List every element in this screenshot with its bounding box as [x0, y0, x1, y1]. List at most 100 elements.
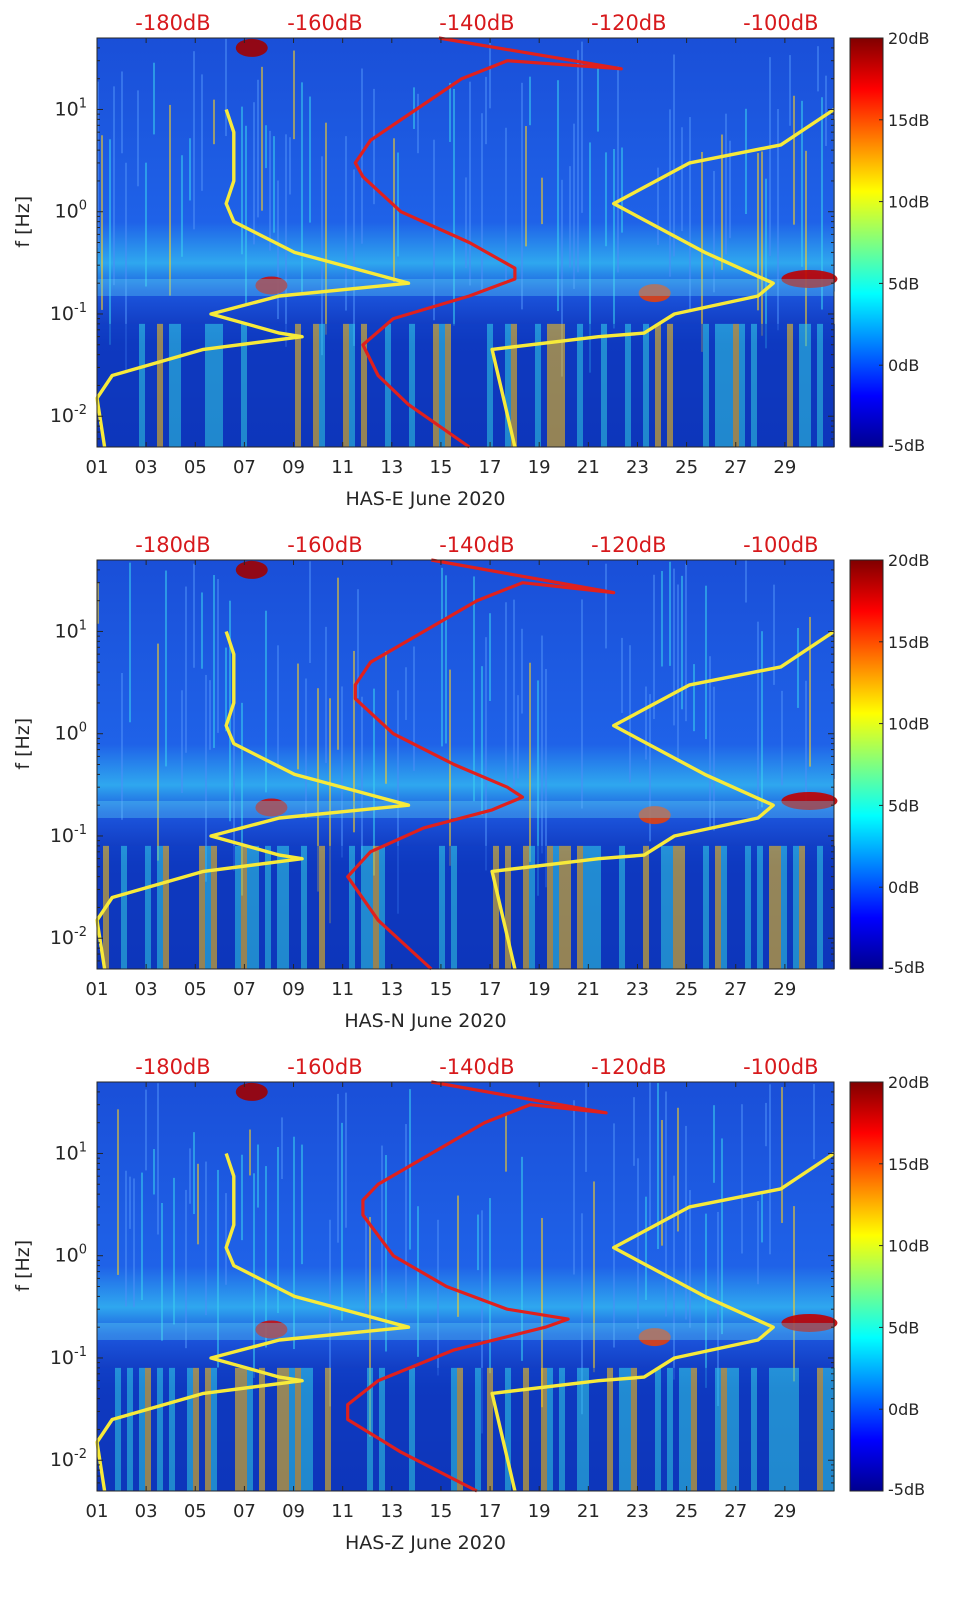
- spectrogram-hotspot: [235, 38, 268, 57]
- spectrogram-streak: [193, 51, 195, 230]
- spectrogram-lowband-cell: [325, 323, 331, 447]
- spectrogram-streak: [677, 1107, 679, 1232]
- spectrogram-lowband-cell: [427, 845, 433, 969]
- spectrogram-lowband-cell: [571, 1367, 577, 1491]
- spectrogram-streak: [385, 1155, 387, 1352]
- colorbar-tick-label: 15dB: [888, 1155, 930, 1174]
- spectrogram-lowband-cell: [637, 1367, 643, 1491]
- spectrogram-streak: [689, 1190, 691, 1328]
- spectrogram-lowband: [97, 1367, 835, 1491]
- spectrogram-lowband-cell: [319, 323, 325, 447]
- spectrogram-streak: [805, 680, 807, 802]
- spectrogram-streak: [361, 696, 363, 862]
- spectrogram-streak: [657, 1083, 659, 1250]
- spectrogram-lowband-cell: [175, 1367, 181, 1491]
- spectrogram-lowband-cell: [805, 323, 811, 447]
- spectrogram-lowband-cell: [667, 845, 673, 969]
- spectrogram-lowband-cell: [181, 1367, 187, 1491]
- spectrogram-streak: [329, 698, 331, 924]
- spectrogram-lowband-cell: [733, 323, 739, 447]
- spectrogram-lowband-cell: [325, 845, 331, 969]
- spectrogram-lowband-cell: [781, 845, 787, 969]
- panel-3: 01 03 05 07 09 11 13 15 17 19 21 23 25 27 29 HAS-Z June…: [12, 1055, 930, 1554]
- spectrogram-lowband-cell: [775, 323, 781, 447]
- spectrogram-streak: [113, 86, 115, 286]
- spectrogram-streak: [725, 113, 727, 255]
- spectrogram-lowband-cell: [535, 1367, 541, 1491]
- spectrogram-streak: [141, 1172, 143, 1301]
- spectrogram-lowband-cell: [253, 1367, 259, 1491]
- spectrogram-lowband-cell: [787, 323, 793, 447]
- spectrogram-streak: [225, 647, 227, 732]
- x-tick-label: 23: [626, 457, 649, 478]
- spectrogram-lowband-cell: [529, 323, 535, 447]
- spectrogram-streak: [481, 1210, 483, 1434]
- spectrogram-streak: [541, 177, 543, 225]
- spectrogram-lowband-cell: [781, 323, 787, 447]
- spectrogram-streak: [249, 1129, 251, 1176]
- spectrogram-streaks: [97, 38, 835, 377]
- spectrogram-streak: [373, 688, 375, 876]
- spectrogram-lowband-cell: [481, 845, 487, 969]
- spectrogram-lowband-cell: [121, 323, 127, 447]
- spectrogram-streak: [257, 79, 259, 218]
- spectrogram-lowband-cell: [487, 1367, 493, 1491]
- spectrogram-lowband-cell: [541, 1367, 547, 1491]
- spectrogram-streak: [569, 166, 571, 268]
- colorbar-tick-label: 10dB: [888, 715, 930, 734]
- spectrogram-streak: [669, 561, 671, 666]
- spectrogram-streak: [777, 108, 779, 331]
- spectrogram-lowband-cell: [187, 323, 193, 447]
- spectrogram-lowband-cell: [355, 845, 361, 969]
- spectrogram-lowband-cell: [505, 323, 511, 447]
- spectrogram-lowband-cell: [133, 1367, 139, 1491]
- spectrogram-streak: [613, 1123, 615, 1348]
- top-db-tick-label: -120dB: [591, 11, 666, 35]
- spectrogram-lowband-cell: [433, 845, 439, 969]
- spectrogram-lowband-cell: [223, 845, 229, 969]
- x-tick-label: 13: [380, 457, 403, 478]
- y-tick-label: 100: [55, 721, 87, 745]
- spectrogram-lowband-cell: [367, 323, 373, 447]
- spectrogram-streak: [769, 57, 771, 256]
- spectrogram-streak: [121, 673, 123, 820]
- spectrogram-streak: [757, 153, 759, 311]
- spectrogram-streak: [409, 1089, 411, 1250]
- spectrogram-lowband-cell: [715, 1367, 721, 1491]
- spectrogram-lowband-cell: [127, 1367, 133, 1491]
- spectrogram-lowband-cell: [661, 845, 667, 969]
- spectrogram-lowband-cell: [559, 323, 565, 447]
- spectrogram-streak: [517, 695, 519, 779]
- spectrogram-lowband-cell: [385, 1367, 391, 1491]
- station-psd-curve: [346, 1080, 608, 1493]
- spectrogram-lowband-cell: [217, 323, 223, 447]
- spectrogram-lowband-cell: [577, 323, 583, 447]
- spectrogram-streak: [645, 686, 647, 760]
- spectrogram-lowband-cell: [613, 323, 619, 447]
- spectrogram-lowband-cell: [655, 845, 661, 969]
- spectrogram-lowband-cell: [181, 845, 187, 969]
- spectrogram-lowband-cell: [367, 1367, 373, 1491]
- spectrogram-lowband-cell: [631, 845, 637, 969]
- spectrogram-lowband-cell: [373, 845, 379, 969]
- x-tick-label: 27: [724, 457, 747, 478]
- spectrogram-lowband-cell: [241, 845, 247, 969]
- spectrogram-lowband-cell: [577, 1367, 583, 1491]
- spectrogram-lowband-cell: [415, 845, 421, 969]
- colorbar-tick-label: 20dB: [888, 29, 930, 48]
- spectrogram-lowband-cell: [163, 845, 169, 969]
- spectrogram-lowband-cell: [289, 845, 295, 969]
- spectrogram-lowband-cell: [457, 845, 463, 969]
- spectrogram-lowband-cell: [145, 1367, 151, 1491]
- y-axis-label: f [Hz]: [12, 718, 34, 770]
- spectrogram-lowband-cell: [697, 845, 703, 969]
- spectrogram-streak: [505, 127, 507, 284]
- spectrogram-lowband-cell: [553, 1367, 559, 1491]
- spectrogram-lowband-cell: [487, 845, 493, 969]
- spectrogram-lowband-cell: [355, 323, 361, 447]
- spectrogram-lowband-cell: [331, 845, 337, 969]
- spectrogram-lowband-cell: [553, 323, 559, 447]
- spectrogram-lowband-cell: [769, 1367, 775, 1491]
- spectrogram-lowband-cell: [319, 1367, 325, 1491]
- spectrogram-lowband-cell: [541, 845, 547, 969]
